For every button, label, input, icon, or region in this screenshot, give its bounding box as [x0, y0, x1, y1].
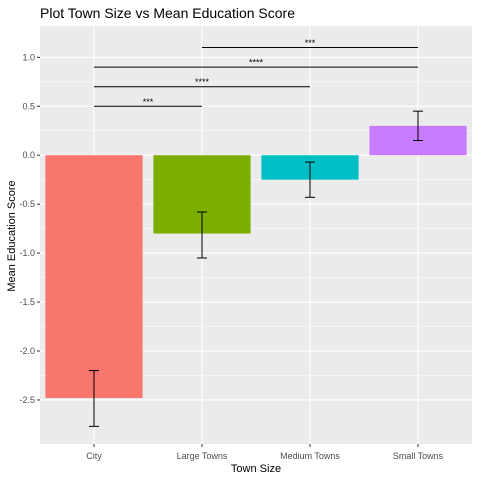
significance-label: **** — [249, 58, 264, 68]
x-tick-label: Small Towns — [393, 451, 444, 461]
y-tick-label: 0.5 — [22, 101, 35, 111]
y-tick-label: -2.0 — [19, 346, 35, 356]
x-axis-title: Town Size — [231, 463, 281, 475]
chart-title: Plot Town Size vs Mean Education Score — [40, 5, 295, 21]
x-tick-label: City — [86, 451, 102, 461]
y-tick-label: -2.5 — [19, 395, 35, 405]
y-tick-label: 1.0 — [22, 52, 35, 62]
y-axis-title: Mean Education Score — [6, 180, 18, 291]
y-tick-label: -0.5 — [19, 199, 35, 209]
x-tick-label: Medium Towns — [280, 451, 340, 461]
y-tick-label: -1.0 — [19, 248, 35, 258]
y-tick-label: -1.5 — [19, 297, 35, 307]
x-axis-ticks: City Large Towns Medium Towns Small Towns — [86, 444, 444, 461]
significance-label: **** — [195, 77, 210, 87]
error-bars — [89, 110, 423, 427]
x-tick-label: Large Towns — [177, 451, 228, 461]
y-axis-ticks: -2.5 -2.0 -1.5 -1.0 -0.5 0.0 0.5 1.0 — [19, 52, 40, 405]
bars — [45, 125, 467, 398]
bar-city — [45, 155, 143, 398]
y-tick-label: 0.0 — [22, 150, 35, 160]
significance-label: *** — [143, 97, 154, 107]
significance-label: *** — [305, 38, 316, 48]
significance-brackets: ************** — [94, 38, 418, 107]
